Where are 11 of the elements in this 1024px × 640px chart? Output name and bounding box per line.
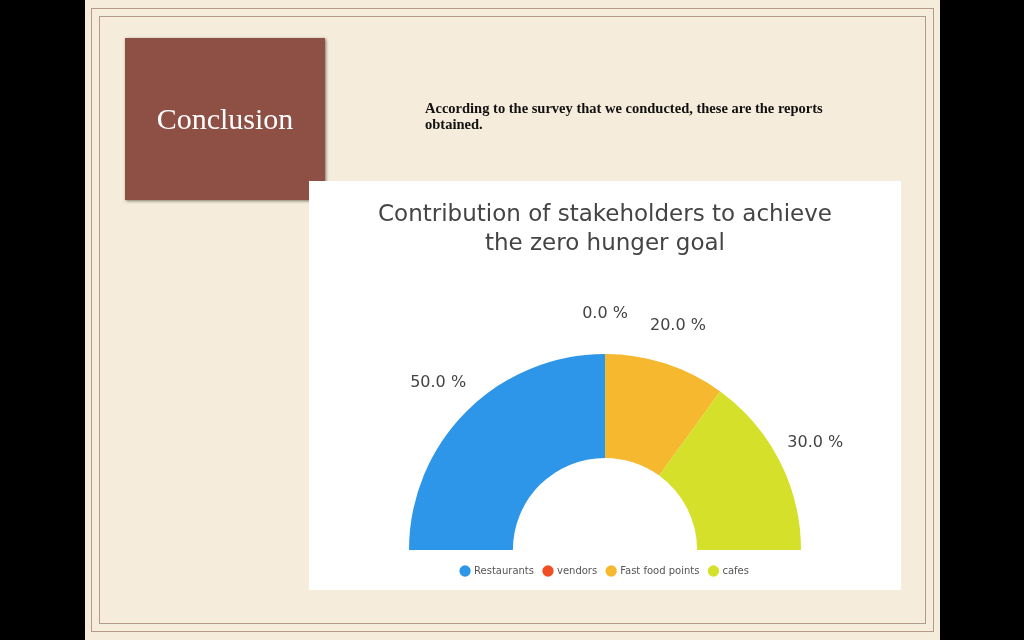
text: 0.0 % xyxy=(582,303,628,323)
legend-label: Restaurants xyxy=(474,564,534,576)
data-label: 30.0 % xyxy=(787,432,844,452)
text: According to the survey that we conducted, these are the reports obtained. xyxy=(425,100,824,132)
heading-box: Conclusion xyxy=(125,38,325,200)
data-label: 20.0 % xyxy=(649,314,706,334)
chart-title: Contribution of stakeholders to achieve the zero hunger goal xyxy=(377,199,833,257)
legend-label: cafes xyxy=(722,564,749,576)
data-label: 50.0 % xyxy=(410,372,467,392)
legend-label: Fast food points xyxy=(620,564,700,576)
legend-label: vendors xyxy=(556,564,598,576)
